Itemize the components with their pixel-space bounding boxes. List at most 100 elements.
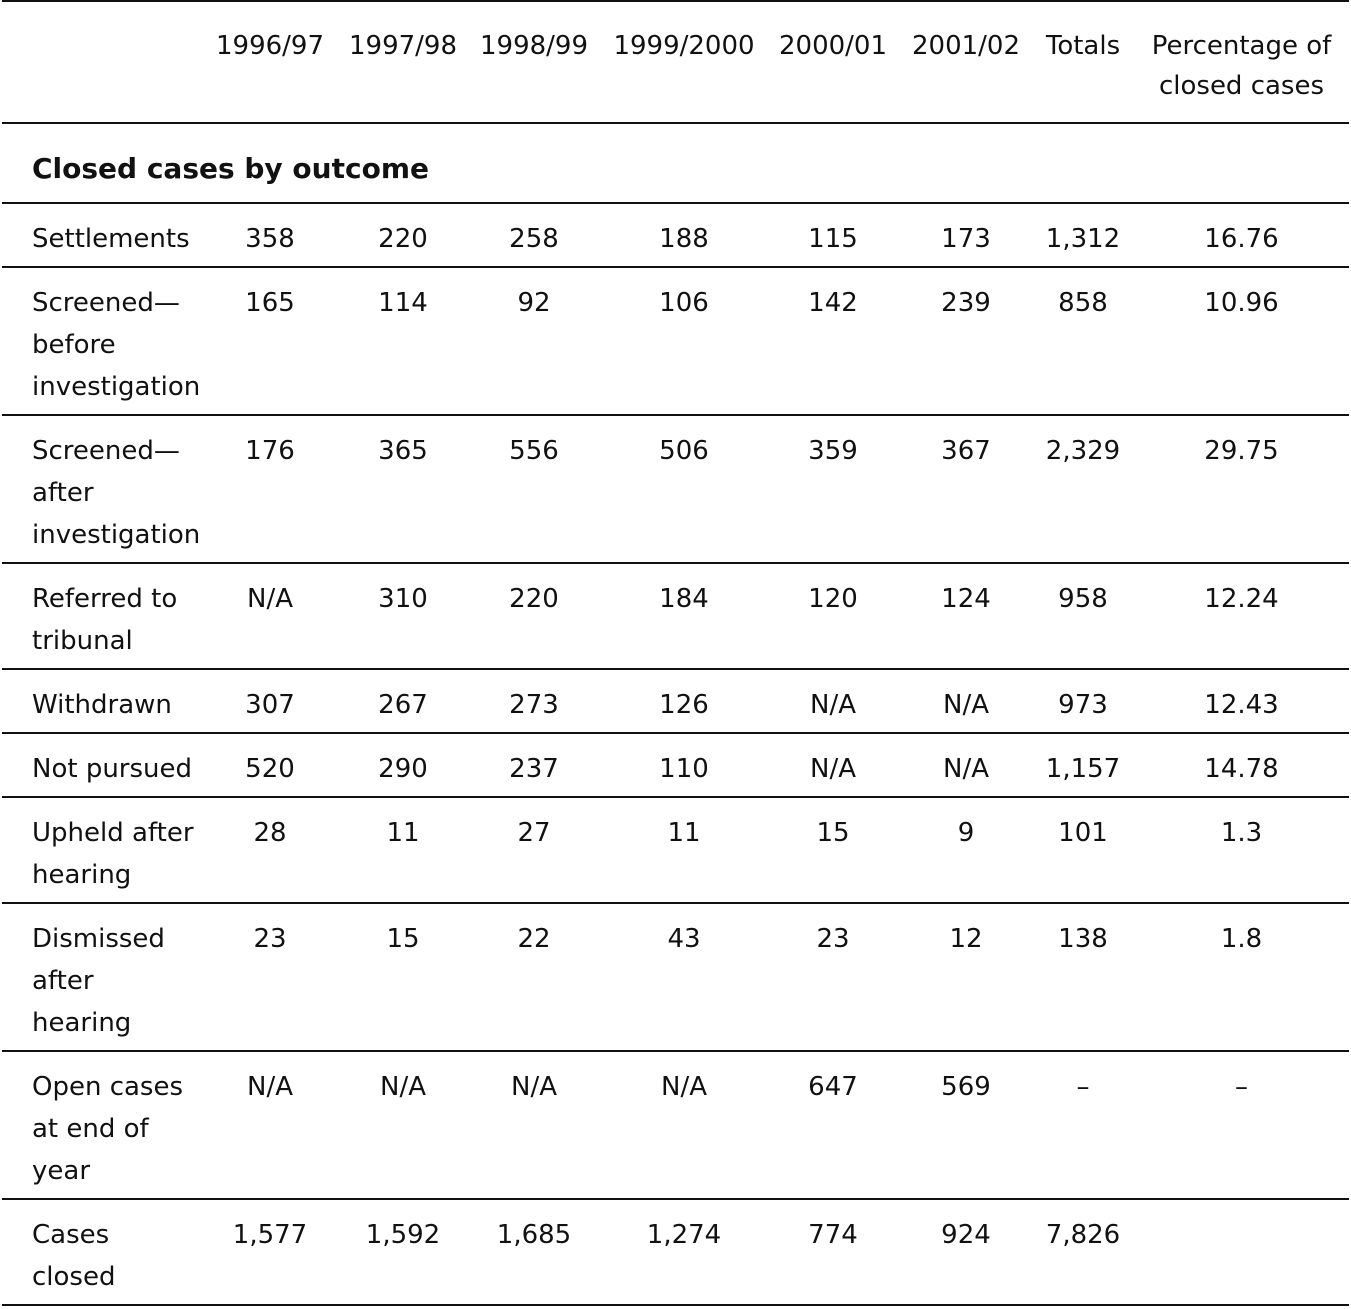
table-cell: 101	[1058, 818, 1108, 848]
section-title: Closed cases by outcome	[2, 123, 1349, 204]
table-row: Settlements 358 220 258 188 115 173 1,312 16.76	[2, 203, 1349, 267]
table-cell: N/A	[810, 690, 856, 720]
table-cell: 358	[245, 224, 295, 254]
table-cell: 7,826	[1045, 1220, 1121, 1250]
table-cell: N/A	[943, 754, 989, 784]
table-row: Screened—after investigation 176 365 556 506…	[2, 415, 1349, 563]
table-cell: 138	[1058, 924, 1108, 954]
table-cell: 310	[378, 584, 428, 614]
table-cell: 520	[245, 754, 295, 784]
table-cell: N/A	[661, 1072, 707, 1102]
table-cell: 184	[659, 584, 709, 614]
table-cell: 142	[808, 288, 858, 318]
table-cell: N/A	[247, 584, 293, 614]
table-cell: 290	[378, 754, 428, 784]
table-row: Upheld after hearing 28 11 27 11 15 9 101 1.3	[2, 797, 1349, 903]
table-cell: 29.75	[1204, 436, 1279, 466]
table-cell: N/A	[380, 1072, 426, 1102]
row-label: Dismissed after hearing	[32, 924, 165, 1038]
header-cell: Percentage of closed cases	[1151, 31, 1332, 101]
row-label: Referred to tribunal	[32, 584, 178, 656]
table-row: Withdrawn 307 267 273 126 N/A N/A 973 12.43	[2, 669, 1349, 733]
table-cell: 273	[509, 690, 559, 720]
table-cell: 1,577	[232, 1220, 308, 1250]
table-cell: 239	[941, 288, 991, 318]
table-cell: 367	[941, 436, 991, 466]
table-row: Open cases at end of year N/A N/A N/A N/A 647…	[2, 1051, 1349, 1199]
table-cell: 359	[808, 436, 858, 466]
table-cell: N/A	[511, 1072, 557, 1102]
row-label: Cases closed	[32, 1220, 116, 1292]
table-row: Screened—before investigation 165 114 92 106…	[2, 267, 1349, 415]
header-row: 1996/97 1997/98 1998/99 1999/2000 2000/01 200…	[2, 1, 1349, 123]
row-label: Withdrawn	[32, 690, 172, 720]
row-label: Not pursued	[32, 754, 193, 784]
table-row: Cases closed 1,577 1,592 1,685 1,274 774 924 7,…	[2, 1199, 1349, 1305]
table-cell: 23	[253, 924, 287, 954]
table-cell: 556	[509, 436, 559, 466]
table-cell: 1,592	[365, 1220, 441, 1250]
table-cell: 173	[941, 224, 991, 254]
table-cell: 15	[816, 818, 850, 848]
table-cell: 220	[509, 584, 559, 614]
table-cell: 115	[808, 224, 858, 254]
table-cell: 1,312	[1045, 224, 1121, 254]
table-cell: 774	[808, 1220, 858, 1250]
table-cell: 165	[245, 288, 295, 318]
header-cell: Totals	[1045, 31, 1121, 61]
table-cell: 973	[1058, 690, 1108, 720]
table-cell: 11	[667, 818, 701, 848]
table-cell: 12.43	[1204, 690, 1279, 720]
table-cell: 12.24	[1204, 584, 1279, 614]
header-cell: 1999/2000	[613, 31, 755, 61]
table-cell: 1,157	[1045, 754, 1121, 784]
table-cell: 1.3	[1220, 818, 1263, 848]
table-cell: 258	[509, 224, 559, 254]
header-cell: 2001/02	[911, 31, 1020, 61]
table-cell: 569	[941, 1072, 991, 1102]
table-cell: 307	[245, 690, 295, 720]
table-cell: 958	[1058, 584, 1108, 614]
table-cell: –	[1235, 1072, 1248, 1102]
table-row: Referred to tribunal N/A 310 220 184 120 124 95…	[2, 563, 1349, 669]
table-cell: 237	[509, 754, 559, 784]
table-cell: 1,274	[646, 1220, 722, 1250]
table-cell: 267	[378, 690, 428, 720]
table-cell: 188	[659, 224, 709, 254]
table-cell: 110	[659, 754, 709, 784]
table-cell: 120	[808, 584, 858, 614]
row-label: Screened—before investigation	[32, 288, 201, 402]
table-cell: 365	[378, 436, 428, 466]
table-cell: 2,329	[1045, 436, 1121, 466]
header-cell-label	[2, 1, 200, 123]
table-cell: 124	[941, 584, 991, 614]
table-cell: 924	[941, 1220, 991, 1250]
table-cell: N/A	[943, 690, 989, 720]
table-cell: 11	[386, 818, 420, 848]
table-cell: 15	[386, 924, 420, 954]
table-cell: 12	[949, 924, 983, 954]
table-cell	[1134, 1199, 1349, 1305]
section-row: Closed cases by outcome	[2, 123, 1349, 204]
table-cell: 9	[957, 818, 975, 848]
table-cell: 43	[667, 924, 701, 954]
table-cell: 858	[1058, 288, 1108, 318]
table-cell: 176	[245, 436, 295, 466]
header-cell: 2000/01	[778, 31, 887, 61]
table-cell: 28	[253, 818, 287, 848]
header-cell: 1996/97	[215, 31, 324, 61]
table-cell: 506	[659, 436, 709, 466]
header-cell: 1997/98	[348, 31, 457, 61]
row-label: Screened—after investigation	[32, 436, 201, 550]
table-cell: –	[1076, 1072, 1090, 1102]
table-cell: N/A	[247, 1072, 293, 1102]
table-cell: 647	[808, 1072, 858, 1102]
table-cell: 92	[517, 288, 551, 318]
table-cell: 22	[517, 924, 551, 954]
row-label: Settlements	[32, 224, 190, 254]
table-cell: 16.76	[1204, 224, 1279, 254]
table-header: 1996/97 1997/98 1998/99 1999/2000 2000/01 200…	[2, 1, 1349, 123]
row-label: Open cases at end of year	[32, 1072, 184, 1186]
